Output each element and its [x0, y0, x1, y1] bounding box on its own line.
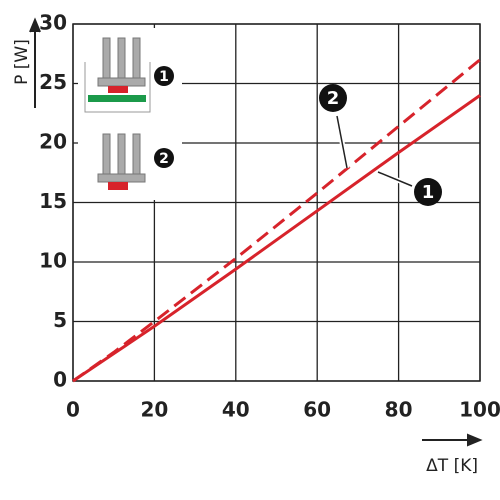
x-tick-label: 60: [303, 398, 331, 422]
plate-1: [88, 95, 146, 102]
y-tick-label: 5: [53, 308, 67, 332]
y-tick-label: 20: [39, 130, 67, 154]
x-tick-label: 0: [66, 398, 80, 422]
callout-label: 1: [422, 182, 435, 203]
callout-leader: [336, 115, 348, 169]
callout-leader: [377, 171, 413, 187]
lines: [72, 58, 481, 383]
legend-label: 2: [159, 151, 169, 167]
legend-badge: [154, 148, 174, 168]
series-line: [72, 58, 481, 383]
annotations: 1 1 2 2: [154, 66, 442, 206]
legend-badge: [154, 66, 174, 86]
y-axis-label: P [W]: [12, 39, 32, 85]
y-tick-label: 30: [39, 11, 67, 35]
labels: 0 5 10 15 20 25 30 0 20 40 60 80 100: [39, 11, 500, 422]
y-tick-label: 25: [39, 70, 67, 94]
x-axis-label: ΔT [K]: [426, 456, 478, 476]
callout-badge: [319, 84, 347, 112]
y-tick-label: 0: [53, 368, 67, 392]
x-tick-label: 100: [459, 398, 500, 422]
callout-badge: [414, 178, 442, 206]
x-tick-label: 40: [222, 398, 250, 422]
x-axis-arrow: [422, 433, 483, 447]
heatsink-1: [84, 37, 151, 113]
callout-label: 2: [327, 88, 340, 109]
heat-source-1: [108, 86, 128, 93]
y-tick-label: 10: [39, 249, 67, 273]
inset-background: [78, 28, 182, 200]
x-tick-label: 20: [140, 398, 168, 422]
inset-legend: [78, 28, 182, 200]
heatsink-2: [97, 133, 146, 183]
legend-label: 1: [159, 69, 169, 85]
x-tick-label: 80: [385, 398, 413, 422]
heat-source-2: [108, 182, 128, 190]
y-axis-arrow: [29, 17, 41, 108]
y-tick-label: 15: [39, 189, 67, 213]
